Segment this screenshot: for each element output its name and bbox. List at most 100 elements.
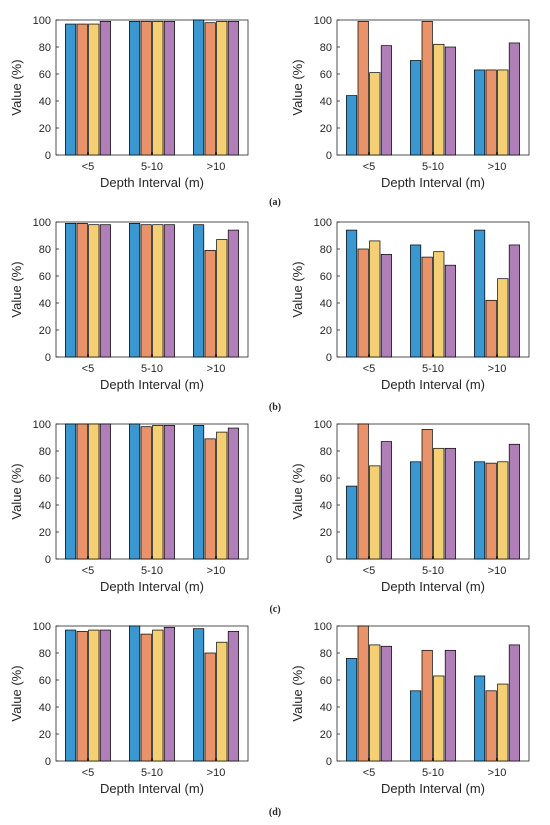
panel-label: (a) <box>269 197 281 208</box>
y-tick-label: 0 <box>45 150 51 162</box>
x-tick-label: <5 <box>82 565 95 577</box>
y-axis-label: Value (%) <box>9 665 24 721</box>
y-axis-label: Value (%) <box>9 59 24 115</box>
bar <box>227 427 239 560</box>
bar <box>474 69 486 156</box>
y-tick-label: 80 <box>39 648 51 660</box>
bar <box>410 244 422 358</box>
y-tick-label: 100 <box>33 15 51 27</box>
bar <box>163 224 175 358</box>
bar <box>410 461 422 560</box>
y-tick-label: 20 <box>320 729 332 741</box>
bar <box>421 21 433 156</box>
y-tick-label: 40 <box>39 96 51 108</box>
bar <box>410 60 422 156</box>
bar <box>369 644 381 762</box>
bar <box>357 21 369 156</box>
y-tick-label: 0 <box>326 352 332 364</box>
x-axis-label: Depth Interval (m) <box>381 175 485 190</box>
bar <box>204 250 216 358</box>
bar <box>152 224 164 358</box>
bar <box>369 240 381 358</box>
y-axis-label: Value (%) <box>290 665 305 721</box>
y-tick-label: 0 <box>326 756 332 768</box>
bar <box>497 683 509 762</box>
x-tick-label: 5-10 <box>141 363 163 375</box>
y-tick-label: 60 <box>320 69 332 81</box>
bar <box>204 652 216 762</box>
x-tick-label: <5 <box>82 363 95 375</box>
x-tick-label: <5 <box>363 161 376 173</box>
bar <box>227 631 239 762</box>
y-tick-label: 40 <box>320 702 332 714</box>
bar <box>129 423 141 560</box>
bar <box>216 641 228 762</box>
bar <box>380 45 392 156</box>
bar <box>163 21 175 156</box>
y-tick-label: 60 <box>39 473 51 485</box>
x-tick-label: 5-10 <box>141 161 163 173</box>
x-tick-label: 5-10 <box>422 363 444 375</box>
panel-label: (b) <box>269 402 281 413</box>
bar <box>485 690 497 762</box>
y-tick-label: 0 <box>326 150 332 162</box>
bar <box>140 224 152 358</box>
bar <box>216 21 228 156</box>
bar <box>485 299 497 358</box>
bar <box>65 223 77 358</box>
bar <box>76 631 88 762</box>
x-axis-label: Depth Interval (m) <box>381 579 485 594</box>
y-tick-label: 40 <box>320 500 332 512</box>
bar <box>346 95 358 156</box>
y-tick-label: 0 <box>45 554 51 566</box>
bar <box>65 423 77 560</box>
x-tick-label: 5-10 <box>422 565 444 577</box>
bar <box>346 485 358 560</box>
bar <box>497 461 509 560</box>
bar <box>444 46 456 156</box>
bar <box>88 23 100 156</box>
bar <box>357 625 369 762</box>
bar <box>204 22 216 156</box>
bar <box>444 649 456 762</box>
y-tick-label: 40 <box>320 298 332 310</box>
bar <box>99 629 111 762</box>
y-tick-label: 20 <box>39 527 51 539</box>
bar <box>357 423 369 560</box>
y-tick-label: 60 <box>39 675 51 687</box>
y-tick-label: 20 <box>39 325 51 337</box>
bar <box>140 21 152 156</box>
y-axis-label: Value (%) <box>290 261 305 317</box>
bar <box>163 626 175 762</box>
y-tick-label: 80 <box>39 42 51 54</box>
bar <box>227 229 239 358</box>
y-axis-label: Value (%) <box>9 463 24 519</box>
y-tick-label: 20 <box>320 325 332 337</box>
y-tick-label: 100 <box>314 419 332 431</box>
bar <box>76 23 88 156</box>
bar <box>88 224 100 358</box>
bar <box>152 21 164 156</box>
bar <box>508 644 520 762</box>
y-tick-label: 80 <box>39 446 51 458</box>
bar <box>216 239 228 358</box>
y-tick-label: 100 <box>314 217 332 229</box>
y-tick-label: 60 <box>320 675 332 687</box>
y-tick-label: 40 <box>39 500 51 512</box>
x-tick-label: <5 <box>82 767 95 779</box>
panel-label: (d) <box>269 807 281 818</box>
bar <box>421 256 433 358</box>
bar <box>99 423 111 560</box>
panel-label: (c) <box>269 604 280 615</box>
bar <box>433 447 445 560</box>
bar <box>346 658 358 762</box>
y-tick-label: 20 <box>39 729 51 741</box>
y-tick-label: 60 <box>320 473 332 485</box>
bar <box>444 447 456 560</box>
x-axis-label: Depth Interval (m) <box>100 579 204 594</box>
x-tick-label: >10 <box>488 767 507 779</box>
y-tick-label: 40 <box>320 96 332 108</box>
